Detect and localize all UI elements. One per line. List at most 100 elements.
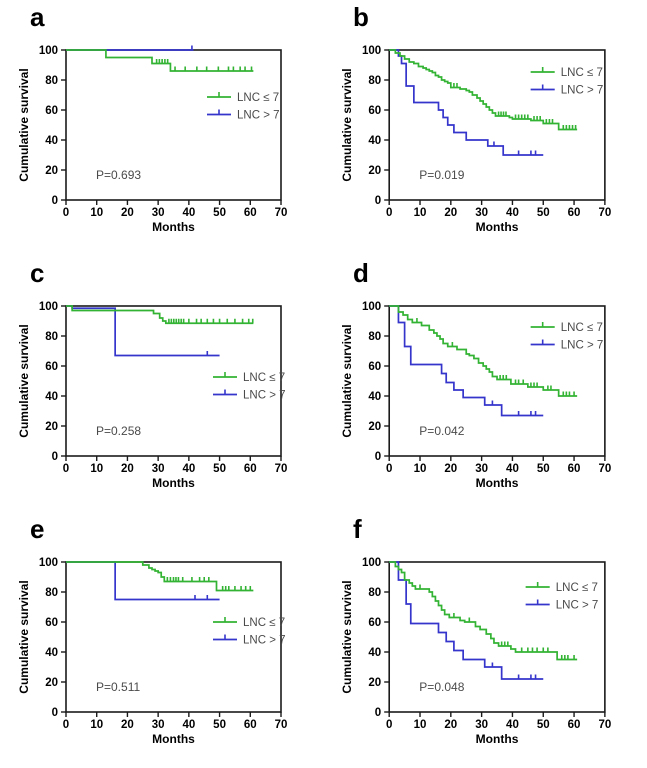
y-axis-tick-label: 100 xyxy=(362,557,381,569)
y-axis-tick-label: 80 xyxy=(368,75,381,87)
curve-lnc-gt7 xyxy=(389,49,544,156)
curve-lnc-le7 xyxy=(66,561,254,592)
curve-lnc-le7-path xyxy=(389,561,578,661)
x-axis-tick-label: 0 xyxy=(63,719,69,731)
y-axis-tick-label: 0 xyxy=(375,195,381,207)
x-axis-tick-label: 30 xyxy=(475,719,488,731)
x-axis-tick-label: 40 xyxy=(506,207,519,219)
x-axis-tick-label: 10 xyxy=(90,463,103,475)
y-axis-title: Cumulative survival xyxy=(17,580,31,693)
legend: LNC ≤ 7 LNC > 7 xyxy=(213,617,286,647)
plot-frame xyxy=(65,561,282,713)
panel-letter-e: e xyxy=(30,514,45,544)
y-axis-tick-label: 40 xyxy=(45,647,58,659)
legend: LNC ≤ 7 LNC > 7 xyxy=(207,92,280,122)
y-axis-tick-label: 100 xyxy=(362,45,381,57)
p-value-label: P=0.258 xyxy=(96,424,141,438)
y-axis-tick-label: 80 xyxy=(45,331,58,343)
y-axis-tick-label: 60 xyxy=(368,617,381,629)
x-axis-tick-label: 30 xyxy=(475,207,488,219)
x-axis-tick-label: 50 xyxy=(213,719,226,731)
legend-label: LNC > 7 xyxy=(237,110,280,122)
km-plot-c: 0 10 20 30 40 50 60 70 Months 0 20 40 60 80 100 Cumulat… xyxy=(17,301,287,490)
y-axis-tick-label: 0 xyxy=(52,451,58,463)
x-axis-tick-label: 10 xyxy=(90,207,103,219)
x-axis-tick-label: 70 xyxy=(598,207,611,219)
curve-lnc-gt7 xyxy=(389,305,544,417)
x-axis-tick-label: 50 xyxy=(537,719,550,731)
x-axis-tick-label: 30 xyxy=(475,463,488,475)
legend-label: LNC > 7 xyxy=(561,85,604,97)
curve-lnc-le7 xyxy=(389,305,578,397)
legend: LNC ≤ 7 LNC > 7 xyxy=(530,67,604,97)
panel-letter-c: c xyxy=(30,258,45,288)
y-axis-tick-label: 0 xyxy=(52,195,58,207)
km-plot-f: 0 10 20 30 40 50 60 70 Months 0 20 40 60 80 100 Cumulat… xyxy=(340,557,611,746)
y-axis-tick-label: 100 xyxy=(362,301,381,313)
curve-lnc-le7 xyxy=(66,49,254,72)
y-axis: 0 20 40 60 80 100 Cumulative survival xyxy=(17,45,66,207)
curve-lnc-gt7-path xyxy=(389,561,544,680)
curve-lnc-gt7-path xyxy=(389,305,544,417)
y-axis-title: Cumulative survival xyxy=(17,68,31,181)
x-axis-tick-label: 70 xyxy=(598,463,611,475)
y-axis-tick-label: 60 xyxy=(368,361,381,373)
panel-d: d 0 10 20 30 40 50 60 70 Months 0 20 40 60 80 100 Cumul… xyxy=(323,256,647,512)
y-axis: 0 20 40 60 80 100 Cumulative survival xyxy=(340,557,390,719)
x-axis-tick-label: 30 xyxy=(152,719,165,731)
p-value-label: P=0.511 xyxy=(96,680,140,694)
y-axis-tick-label: 100 xyxy=(39,557,58,569)
curve-lnc-gt7-path xyxy=(66,305,220,357)
y-axis-tick-label: 60 xyxy=(45,361,58,373)
x-axis-tick-label: 0 xyxy=(386,463,392,475)
x-axis: 0 10 20 30 40 50 60 70 Months xyxy=(63,456,287,490)
km-plot-d: 0 10 20 30 40 50 60 70 Months 0 20 40 60 80 100 Cumulat… xyxy=(340,301,611,490)
p-value-label: P=0.019 xyxy=(419,168,464,182)
panel-b: b 0 10 20 30 40 50 60 70 Months 0 20 40 60 80 100 Cumul… xyxy=(323,0,647,256)
y-axis: 0 20 40 60 80 100 Cumulative survival xyxy=(340,301,390,463)
panel-letter-f: f xyxy=(353,514,362,544)
y-axis-title: Cumulative survival xyxy=(17,324,31,437)
x-axis-tick-label: 0 xyxy=(386,719,392,731)
x-axis-tick-label: 30 xyxy=(152,463,165,475)
x-axis: 0 10 20 30 40 50 60 70 Months xyxy=(63,200,287,234)
curve-lnc-le7 xyxy=(389,561,578,661)
y-axis-tick-label: 40 xyxy=(368,391,381,403)
x-axis-tick-label: 60 xyxy=(244,207,257,219)
km-plot-b: 0 10 20 30 40 50 60 70 Months 0 20 40 60 80 100 Cumulat… xyxy=(340,45,611,234)
x-axis-tick-label: 30 xyxy=(152,207,165,219)
y-axis-tick-label: 60 xyxy=(45,105,58,117)
plot-frame xyxy=(65,305,282,457)
y-axis-tick-label: 20 xyxy=(45,421,58,433)
x-axis-tick-label: 50 xyxy=(537,207,550,219)
x-axis-tick-label: 60 xyxy=(568,719,581,731)
y-axis-tick-label: 0 xyxy=(375,451,381,463)
x-axis-title: Months xyxy=(152,220,195,234)
x-axis-tick-label: 40 xyxy=(506,463,519,475)
x-axis-title: Months xyxy=(152,732,195,746)
x-axis-title: Months xyxy=(476,220,519,234)
y-axis-tick-label: 0 xyxy=(375,707,381,719)
legend-label: LNC ≤ 7 xyxy=(561,322,603,334)
x-axis-tick-label: 20 xyxy=(444,719,457,731)
p-value-label: P=0.693 xyxy=(96,168,141,182)
x-axis-tick-label: 10 xyxy=(414,719,427,731)
x-axis: 0 10 20 30 40 50 60 70 Months xyxy=(386,712,611,746)
x-axis-tick-label: 20 xyxy=(121,207,134,219)
curve-lnc-gt7-path xyxy=(389,49,544,156)
y-axis-tick-label: 80 xyxy=(45,75,58,87)
y-axis-title: Cumulative survival xyxy=(340,324,354,437)
km-plot-e: 0 10 20 30 40 50 60 70 Months 0 20 40 60 80 100 Cumulat… xyxy=(17,557,287,746)
y-axis-tick-label: 80 xyxy=(45,587,58,599)
curve-lnc-gt7 xyxy=(389,561,544,680)
curve-lnc-le7-path xyxy=(66,49,254,72)
y-axis-tick-label: 20 xyxy=(45,677,58,689)
y-axis-title: Cumulative survival xyxy=(340,580,354,693)
x-axis-tick-label: 60 xyxy=(568,207,581,219)
x-axis-tick-label: 0 xyxy=(63,207,69,219)
y-axis-tick-label: 0 xyxy=(52,707,58,719)
x-axis-tick-label: 40 xyxy=(182,463,195,475)
x-axis-tick-label: 0 xyxy=(63,463,69,475)
panel-f: f 0 10 20 30 40 50 60 70 Months 0 20 40 60 80 100 Cumul… xyxy=(323,512,647,768)
